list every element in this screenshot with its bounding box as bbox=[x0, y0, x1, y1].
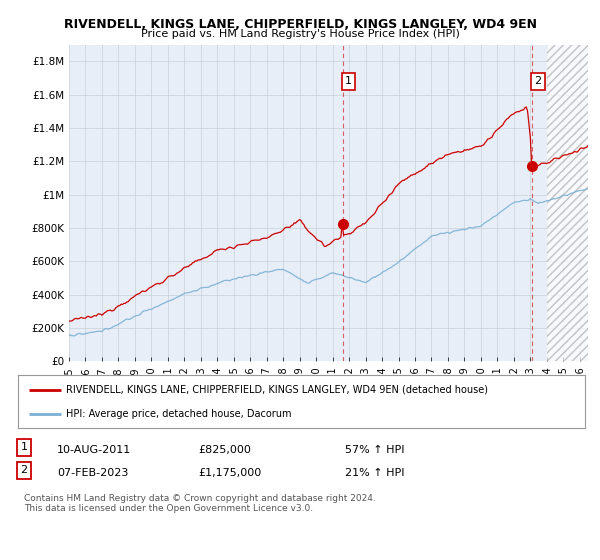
Text: Contains HM Land Registry data © Crown copyright and database right 2024.
This d: Contains HM Land Registry data © Crown c… bbox=[24, 494, 376, 514]
Text: 2: 2 bbox=[535, 76, 542, 86]
Text: £825,000: £825,000 bbox=[198, 445, 251, 455]
Text: 07-FEB-2023: 07-FEB-2023 bbox=[57, 468, 128, 478]
Text: RIVENDELL, KINGS LANE, CHIPPERFIELD, KINGS LANGLEY, WD4 9EN (detached house): RIVENDELL, KINGS LANE, CHIPPERFIELD, KIN… bbox=[66, 385, 488, 395]
Text: HPI: Average price, detached house, Dacorum: HPI: Average price, detached house, Daco… bbox=[66, 409, 292, 419]
Bar bbox=[547, 45, 588, 361]
Text: 57% ↑ HPI: 57% ↑ HPI bbox=[345, 445, 404, 455]
Text: 21% ↑ HPI: 21% ↑ HPI bbox=[345, 468, 404, 478]
Text: Price paid vs. HM Land Registry's House Price Index (HPI): Price paid vs. HM Land Registry's House … bbox=[140, 29, 460, 39]
Text: RIVENDELL, KINGS LANE, CHIPPERFIELD, KINGS LANGLEY, WD4 9EN: RIVENDELL, KINGS LANE, CHIPPERFIELD, KIN… bbox=[64, 18, 536, 31]
Text: 1: 1 bbox=[345, 76, 352, 86]
Text: £1,175,000: £1,175,000 bbox=[198, 468, 261, 478]
Text: 10-AUG-2011: 10-AUG-2011 bbox=[57, 445, 131, 455]
Text: 2: 2 bbox=[20, 465, 28, 475]
Text: 1: 1 bbox=[20, 442, 28, 452]
